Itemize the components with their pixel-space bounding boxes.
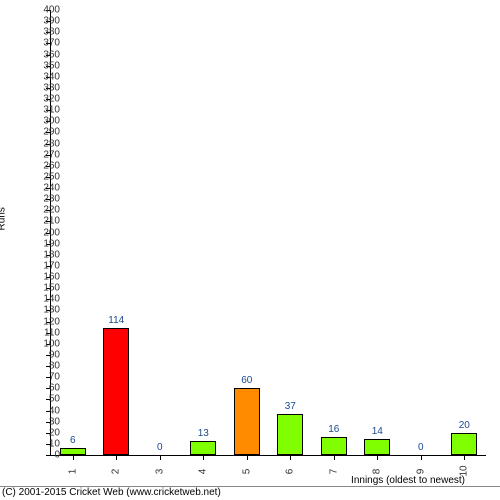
bar-value-label: 13 — [198, 428, 209, 439]
x-tick — [73, 455, 74, 460]
y-tick-label: 400 — [32, 5, 60, 16]
bar — [321, 437, 347, 455]
y-tick-label: 180 — [32, 249, 60, 260]
bar — [60, 448, 86, 455]
bar-value-label: 114 — [108, 315, 124, 326]
x-tick — [203, 455, 204, 460]
y-tick-label: 290 — [32, 127, 60, 138]
y-axis-label: Runs — [0, 207, 8, 230]
x-tick-label: 7 — [328, 467, 339, 477]
y-tick-label: 130 — [32, 305, 60, 316]
x-tick-label: 5 — [241, 467, 252, 477]
chart-container: 16211430413560637716814901020 Runs Innin… — [0, 0, 500, 500]
y-tick-label: 350 — [32, 60, 60, 71]
bar-value-label: 20 — [459, 420, 470, 431]
y-tick-label: 390 — [32, 16, 60, 27]
y-tick-label: 110 — [32, 327, 60, 338]
y-tick-label: 160 — [32, 272, 60, 283]
y-tick-label: 150 — [32, 283, 60, 294]
x-tick — [334, 455, 335, 460]
y-tick-label: 280 — [32, 138, 60, 149]
y-tick-label: 200 — [32, 227, 60, 238]
y-tick-label: 30 — [32, 416, 60, 427]
y-tick-label: 250 — [32, 171, 60, 182]
y-tick-label: 100 — [32, 338, 60, 349]
x-tick — [377, 455, 378, 460]
y-tick-label: 310 — [32, 105, 60, 116]
bar-value-label: 0 — [418, 442, 424, 453]
y-tick-label: 40 — [32, 405, 60, 416]
x-tick-label: 4 — [198, 467, 209, 477]
bar-value-label: 6 — [70, 435, 76, 446]
bar-value-label: 16 — [328, 424, 339, 435]
x-tick — [290, 455, 291, 460]
bar — [451, 433, 477, 455]
y-tick-label: 240 — [32, 183, 60, 194]
x-axis-label: Innings (oldest to newest) — [351, 475, 465, 486]
y-tick-label: 340 — [32, 71, 60, 82]
bar-value-label: 60 — [241, 375, 252, 386]
y-tick-label: 50 — [32, 394, 60, 405]
x-tick — [116, 455, 117, 460]
x-tick — [421, 455, 422, 460]
y-tick-label: 90 — [32, 349, 60, 360]
bar — [190, 441, 216, 455]
x-tick — [247, 455, 248, 460]
bar-value-label: 14 — [372, 426, 383, 437]
x-tick-label: 1 — [67, 467, 78, 477]
bar — [364, 439, 390, 455]
y-tick-label: 0 — [32, 450, 60, 461]
bar — [234, 388, 260, 455]
y-tick-label: 330 — [32, 82, 60, 93]
y-tick-label: 270 — [32, 149, 60, 160]
bar-value-label: 37 — [285, 401, 296, 412]
y-tick-label: 300 — [32, 116, 60, 127]
y-tick-label: 170 — [32, 260, 60, 271]
y-tick-label: 80 — [32, 361, 60, 372]
copyright-text: (C) 2001-2015 Cricket Web (www.cricketwe… — [0, 486, 500, 498]
y-tick-label: 380 — [32, 27, 60, 38]
y-tick-label: 320 — [32, 94, 60, 105]
x-tick-label: 3 — [154, 467, 165, 477]
x-tick — [160, 455, 161, 460]
y-tick-label: 20 — [32, 427, 60, 438]
bar — [103, 328, 129, 455]
bar-value-label: 0 — [157, 442, 163, 453]
x-tick-label: 6 — [285, 467, 296, 477]
bar — [277, 414, 303, 455]
y-tick-label: 70 — [32, 372, 60, 383]
y-tick-label: 370 — [32, 38, 60, 49]
y-tick-label: 10 — [32, 438, 60, 449]
plot-area: 16211430413560637716814901020 — [50, 10, 486, 456]
y-tick-label: 140 — [32, 294, 60, 305]
x-tick — [464, 455, 465, 460]
y-tick-label: 60 — [32, 383, 60, 394]
y-tick-label: 230 — [32, 194, 60, 205]
y-tick-label: 220 — [32, 205, 60, 216]
y-tick-label: 210 — [32, 216, 60, 227]
y-tick-label: 190 — [32, 238, 60, 249]
y-tick-label: 260 — [32, 160, 60, 171]
y-tick-label: 360 — [32, 49, 60, 60]
y-tick-label: 120 — [32, 316, 60, 327]
x-tick-label: 2 — [111, 467, 122, 477]
